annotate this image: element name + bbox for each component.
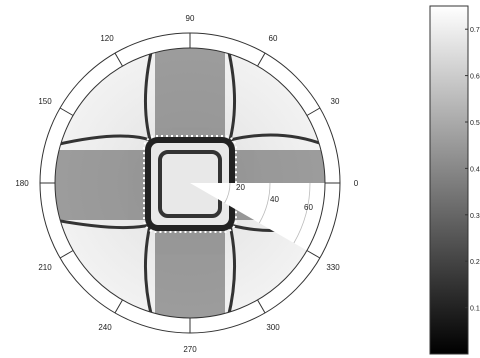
heatmap-field bbox=[55, 48, 330, 318]
theta-tick-mark-150 bbox=[60, 108, 73, 116]
theta-tick-330: 330 bbox=[326, 263, 340, 272]
colorbar-tick-label-0.1: 0.1 bbox=[470, 306, 480, 313]
colorbar-tick-label-0.6: 0.6 bbox=[470, 74, 480, 81]
theta-tick-0: 0 bbox=[354, 179, 359, 188]
theta-tick-mark-240 bbox=[115, 300, 123, 313]
theta-tick-mark-60 bbox=[258, 53, 266, 66]
theta-tick-90: 90 bbox=[186, 14, 195, 23]
colorbar-tick-label-0.2: 0.2 bbox=[470, 259, 480, 266]
theta-tick-150: 150 bbox=[38, 97, 52, 106]
colorbar-tick-label-0.7: 0.7 bbox=[470, 27, 480, 34]
r-tick-20: 20 bbox=[236, 183, 245, 192]
colorbar: 0.1 0.2 0.3 0.4 0.5 0.6 0.7 bbox=[430, 6, 480, 354]
theta-tick-60: 60 bbox=[269, 34, 278, 43]
theta-tick-mark-300 bbox=[258, 300, 266, 313]
theta-tick-mark-330 bbox=[307, 251, 320, 259]
colorbar-tick-label-0.3: 0.3 bbox=[470, 213, 480, 220]
theta-tick-270: 270 bbox=[183, 345, 197, 354]
theta-tick-210: 210 bbox=[38, 263, 52, 272]
theta-tick-30: 30 bbox=[331, 97, 340, 106]
theta-tick-mark-30 bbox=[307, 108, 320, 116]
r-tick-40: 40 bbox=[270, 195, 279, 204]
theta-tick-120: 120 bbox=[100, 34, 114, 43]
r-tick-60: 60 bbox=[304, 203, 313, 212]
theta-tick-mark-120 bbox=[115, 53, 123, 66]
theta-tick-240: 240 bbox=[98, 323, 112, 332]
theta-tick-300: 300 bbox=[266, 323, 280, 332]
colorbar-tick-label-0.4: 0.4 bbox=[470, 166, 480, 173]
theta-tick-180: 180 bbox=[15, 179, 29, 188]
colorbar-tick-label-0.5: 0.5 bbox=[470, 120, 480, 127]
colorbar-gradient bbox=[430, 6, 468, 354]
theta-tick-mark-210 bbox=[60, 251, 73, 259]
